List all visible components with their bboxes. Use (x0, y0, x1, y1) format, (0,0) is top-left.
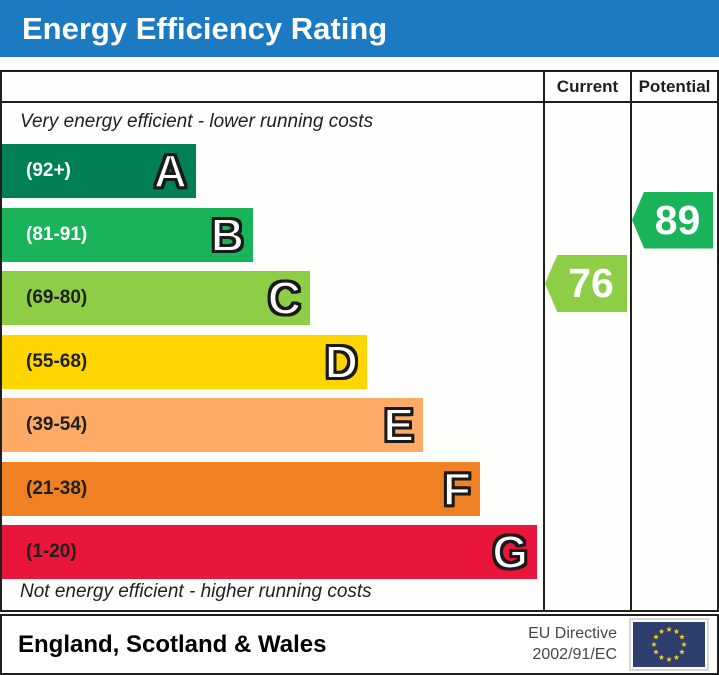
band-row-e: (39-54) E (2, 398, 423, 452)
table-body: Very energy efficient - lower running co… (2, 103, 717, 610)
footer-region-label: England, Scotland & Wales (18, 630, 327, 658)
band-range-label-g: (1-20) (26, 541, 77, 562)
band-row-g: (1-20) G (2, 525, 537, 579)
energy-rating-table: Current Potential Very energy efficient … (0, 70, 719, 612)
band-row-f: (21-38) F (2, 461, 480, 516)
potential-rating-arrow: 89 (632, 191, 713, 249)
page-title: Energy Efficiency Rating (0, 0, 719, 57)
band-row-a: (92+) A (2, 144, 196, 198)
band-letter-b: B (210, 208, 245, 261)
band-range-label-a: (92+) (26, 160, 71, 181)
band-letter-e: E (382, 399, 415, 451)
current-rating-arrow: 76 (545, 255, 627, 312)
band-range-label-e: (39-54) (26, 414, 88, 435)
band-range-label-c: (69-80) (26, 287, 88, 308)
eu-directive-line1: EU Directive (528, 624, 617, 642)
band-letter-f: F (442, 462, 472, 515)
table-header-row: Current Potential (2, 72, 717, 103)
footer-eu-group: EU Directive 2002/91/EC (528, 622, 709, 667)
potential-column-divider (630, 103, 632, 610)
current-column-divider (543, 103, 545, 610)
header-spacer (2, 72, 543, 101)
band-row-b: (81-91) B (2, 207, 253, 262)
band-letter-c: C (267, 272, 302, 324)
band-letter-a: A (153, 145, 188, 197)
band-row-c: (69-80) C (2, 271, 310, 325)
eu-directive-line2: 2002/91/EC (532, 645, 617, 663)
footer-bar: England, Scotland & Wales EU Directive 2… (0, 614, 719, 675)
eu-flag-icon (633, 622, 705, 667)
column-header-potential: Potential (630, 72, 717, 101)
band-letter-g: G (491, 526, 529, 578)
band-range-label-d: (55-68) (26, 350, 88, 372)
band-range-label-b: (81-91) (26, 223, 88, 245)
eu-directive-label: EU Directive 2002/91/EC (528, 624, 617, 666)
caption-not-efficient: Not energy efficient - higher running co… (20, 581, 372, 602)
band-range-label-f: (21-38) (26, 477, 88, 499)
band-letter-d: D (324, 335, 359, 388)
caption-very-efficient: Very energy efficient - lower running co… (20, 111, 374, 132)
band-row-d: (55-68) D (2, 334, 367, 389)
column-header-current: Current (543, 72, 630, 101)
